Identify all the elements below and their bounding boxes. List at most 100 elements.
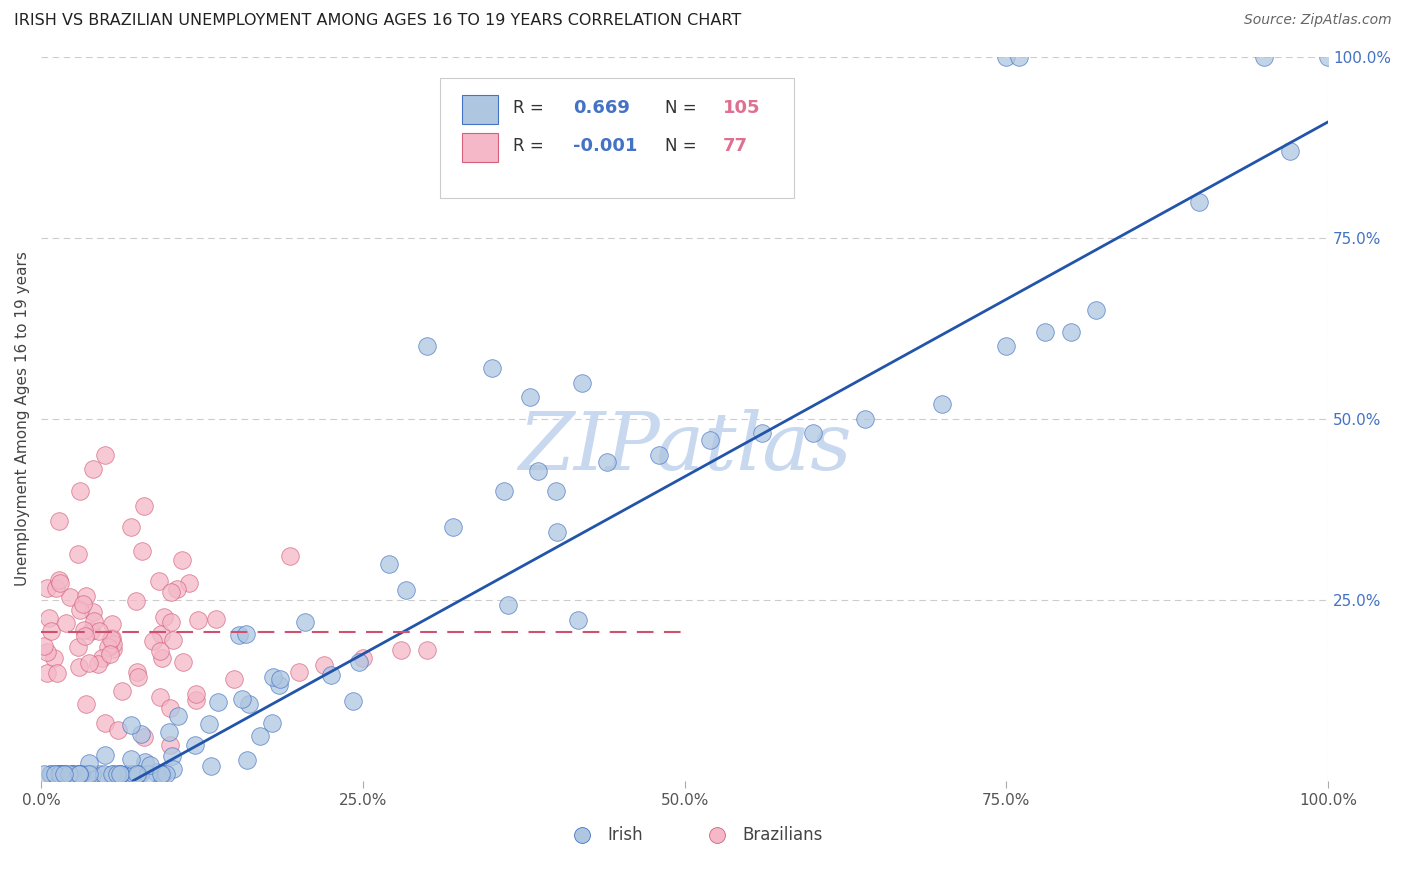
Point: [120, 718, 142, 732]
Point: [152, 766, 174, 780]
Point: [60, 766, 83, 780]
Point: [125, 594, 148, 608]
Point: [129, 766, 152, 780]
Point: [416, 339, 439, 353]
Point: [177, 576, 200, 591]
Point: [77, 756, 100, 771]
Text: 77: 77: [723, 136, 748, 154]
Point: [496, 599, 519, 613]
Point: [48, 514, 70, 528]
Point: [249, 729, 271, 743]
Point: [481, 361, 503, 376]
Point: [34, 639, 56, 653]
Point: [67, 640, 90, 654]
Point: [596, 455, 619, 469]
Point: [162, 749, 184, 764]
Point: [1278, 144, 1301, 158]
Point: [75, 589, 97, 603]
Point: [278, 549, 301, 563]
Point: [100, 631, 122, 645]
Point: [699, 434, 721, 448]
Point: [931, 397, 953, 411]
Point: [207, 695, 229, 709]
Point: [1085, 303, 1108, 318]
Point: [100, 616, 122, 631]
Point: [136, 766, 159, 780]
Point: [184, 692, 207, 706]
Point: [995, 339, 1018, 353]
Point: [801, 426, 824, 441]
Point: [160, 585, 183, 599]
Point: [160, 615, 183, 629]
Text: Irish: Irish: [607, 826, 643, 844]
Text: 105: 105: [723, 99, 761, 117]
Point: [184, 687, 207, 701]
Point: [51, 766, 73, 780]
Point: [224, 673, 246, 687]
Point: [127, 665, 149, 679]
Point: [131, 544, 153, 558]
Point: [83, 614, 105, 628]
Text: R =: R =: [513, 136, 544, 154]
Point: [94, 747, 117, 762]
Point: [134, 755, 156, 769]
Text: N =: N =: [665, 136, 697, 154]
Point: [571, 376, 593, 390]
Point: [49, 766, 72, 780]
Point: [231, 692, 253, 706]
Point: [321, 668, 343, 682]
Point: [48, 766, 70, 780]
Point: [110, 684, 132, 698]
Point: [995, 50, 1018, 64]
Point: [105, 766, 128, 780]
Point: [70, 766, 93, 780]
Point: [82, 462, 104, 476]
Point: [706, 828, 728, 842]
Point: [544, 484, 567, 499]
Point: [117, 766, 139, 780]
Point: [94, 448, 117, 462]
Point: [187, 613, 209, 627]
Point: [235, 753, 257, 767]
Point: [62, 766, 84, 780]
Point: [546, 524, 568, 539]
Point: [149, 627, 172, 641]
Point: [148, 574, 170, 588]
Point: [35, 645, 58, 659]
Point: [200, 758, 222, 772]
Point: [352, 650, 374, 665]
Point: [89, 766, 111, 780]
Point: [89, 624, 111, 638]
Point: [69, 603, 91, 617]
Point: [37, 581, 59, 595]
Point: [228, 628, 250, 642]
Point: [55, 616, 77, 631]
Point: [159, 738, 181, 752]
FancyBboxPatch shape: [463, 95, 498, 124]
Point: [342, 694, 364, 708]
Point: [1253, 50, 1275, 64]
Point: [72, 623, 94, 637]
Text: 0.669: 0.669: [572, 99, 630, 117]
Point: [162, 762, 184, 776]
Point: [138, 758, 160, 772]
Point: [238, 697, 260, 711]
Point: [101, 766, 124, 780]
Point: [66, 547, 89, 561]
Point: [41, 624, 63, 638]
Point: [32, 766, 55, 780]
Point: [76, 766, 98, 780]
Point: [53, 766, 76, 780]
Point: [127, 766, 149, 780]
Point: [67, 766, 90, 780]
Point: [75, 697, 97, 711]
Point: [172, 655, 194, 669]
Point: [38, 610, 60, 624]
Point: [527, 464, 550, 478]
Point: [108, 766, 131, 780]
Point: [124, 766, 146, 780]
Point: [127, 766, 149, 780]
Point: [150, 650, 173, 665]
Point: [166, 582, 188, 596]
Text: ZIPatlas: ZIPatlas: [517, 409, 852, 486]
